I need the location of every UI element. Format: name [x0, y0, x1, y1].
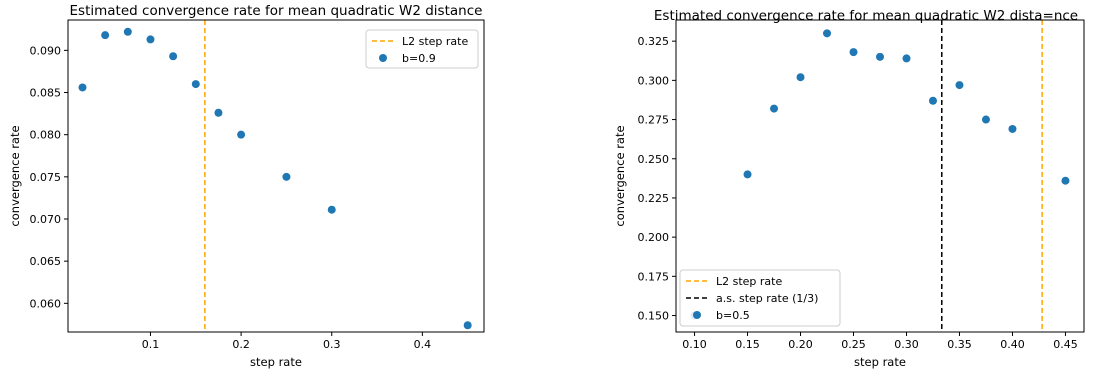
data-point — [327, 205, 336, 214]
y-axis-label: convergence rate — [613, 125, 627, 226]
data-point — [876, 52, 884, 61]
data-point — [237, 130, 246, 139]
legend: L2 step rate b=0.9 — [365, 29, 479, 69]
legend-marker-swatch — [693, 311, 701, 319]
y-tick-label: 0.080 — [30, 129, 62, 142]
y-tick-label: 0.075 — [30, 171, 62, 184]
chart-title: Estimated convergence rate for mean quad… — [70, 3, 483, 19]
y-tick-label: 0.090 — [30, 44, 62, 57]
x-tick-label: 0.25 — [841, 338, 866, 351]
data-point — [1061, 176, 1070, 185]
chart-1: Estimated convergence rate for mean quad… — [8, 3, 485, 369]
data-point — [743, 170, 752, 179]
legend-label: b=0.5 — [716, 309, 750, 322]
data-point — [282, 172, 291, 181]
chart-2: Estimated convergence rate for mean quad… — [613, 8, 1085, 369]
legend-box — [679, 269, 841, 327]
x-axis-label: step rate — [250, 355, 302, 369]
x-tick-label: 0.1 — [142, 338, 160, 351]
data-point — [770, 104, 779, 113]
data-point — [214, 108, 223, 117]
chart-title: Estimated convergence rate for mean quad… — [654, 8, 1078, 24]
legend-label: L2 step rate — [716, 275, 782, 288]
x-tick-label: 0.4 — [414, 338, 432, 351]
data-point — [146, 35, 155, 44]
y-tick-label: 0.200 — [638, 231, 670, 244]
data-point — [928, 96, 937, 105]
data-point — [123, 27, 132, 36]
y-tick-label: 0.085 — [30, 87, 62, 100]
legend-box — [365, 29, 479, 69]
x-tick-label: 0.20 — [788, 338, 813, 351]
data-point — [823, 29, 832, 38]
data-point — [101, 31, 110, 40]
legend-label: L2 step rate — [402, 35, 468, 48]
y-tick-label: 0.060 — [30, 297, 62, 310]
data-point — [796, 73, 805, 82]
x-tick-label: 0.2 — [232, 338, 250, 351]
data-point — [902, 54, 911, 63]
y-tick-label: 0.065 — [30, 255, 62, 268]
x-tick-label: 0.40 — [1000, 338, 1025, 351]
x-tick-label: 0.45 — [1053, 338, 1078, 351]
legend: L2 step rate a.s. step rate (1/3) b=0.5 — [679, 269, 841, 327]
plot-frame — [67, 19, 485, 333]
y-tick-label: 0.070 — [30, 213, 62, 226]
y-tick-label: 0.300 — [638, 74, 670, 87]
y-tick-label: 0.325 — [638, 35, 670, 48]
data-point — [463, 321, 472, 330]
y-tick-label: 0.275 — [638, 114, 670, 127]
y-tick-label: 0.175 — [638, 270, 670, 283]
data-point — [981, 115, 990, 124]
x-tick-label: 0.3 — [323, 338, 341, 351]
x-tick-label: 0.15 — [735, 338, 760, 351]
legend-label: a.s. step rate (1/3) — [716, 292, 818, 305]
x-tick-label: 0.10 — [682, 338, 707, 351]
data-point — [849, 48, 858, 57]
data-point — [78, 83, 87, 92]
y-axis-label: convergence rate — [8, 125, 22, 226]
legend-label: b=0.9 — [402, 52, 436, 65]
data-point — [191, 80, 200, 89]
y-tick-label: 0.225 — [638, 192, 670, 205]
data-point — [169, 52, 178, 61]
y-tick-label: 0.250 — [638, 153, 670, 166]
data-point — [1008, 124, 1017, 133]
y-tick-label: 0.150 — [638, 310, 670, 323]
plot-frame — [675, 19, 1085, 333]
x-axis-label: step rate — [854, 355, 906, 369]
x-tick-label: 0.30 — [894, 338, 919, 351]
legend-marker-swatch — [379, 54, 387, 62]
x-tick-label: 0.35 — [947, 338, 972, 351]
data-point — [955, 81, 964, 90]
